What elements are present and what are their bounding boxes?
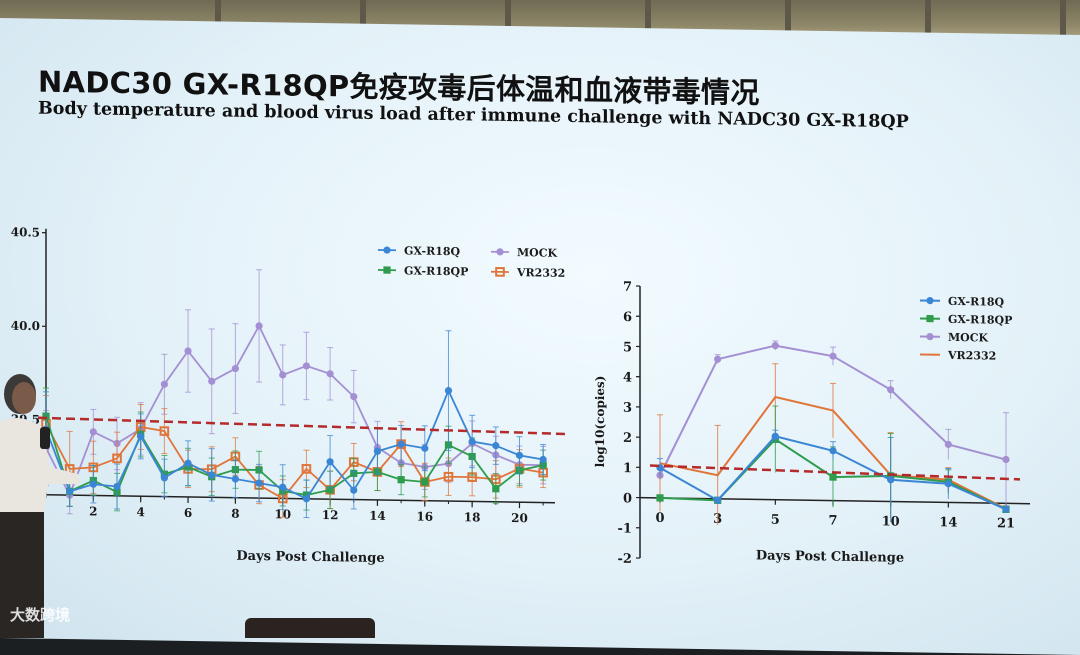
x-tick-label: 0 <box>655 511 664 526</box>
legend-label: VR2332 <box>947 349 996 363</box>
y-tick-label: 1 <box>623 461 632 476</box>
x-axis-title: Days Post Challenge <box>756 548 904 565</box>
y-tick-label: -2 <box>618 552 632 567</box>
x-tick-label: 21 <box>997 516 1015 531</box>
watermark-text: 大数跨境 <box>10 604 70 625</box>
data-point <box>829 447 836 454</box>
projection-screen: NADC30 GX-R18QP免疫攻毒后体温和血液带毒情况 Body tempe… <box>0 18 1080 655</box>
y-tick-label: 6 <box>623 310 632 325</box>
y-tick-label: 5 <box>623 340 632 355</box>
legend-marker <box>926 333 933 340</box>
legend-label: GX-R18QP <box>948 313 1012 327</box>
x-tick-label: 14 <box>939 515 957 530</box>
y-tick-label: 2 <box>623 431 632 446</box>
presenter-figure <box>0 372 80 638</box>
x-tick-label: 7 <box>828 514 837 529</box>
y-tick-label: 4 <box>623 370 632 385</box>
legend-label: GX-R18Q <box>948 295 1005 309</box>
y-axis-title: log10(copies) <box>593 375 607 467</box>
legend-label: MOCK <box>948 331 989 345</box>
y-tick-label: 7 <box>623 280 632 295</box>
x-tick-label: 5 <box>771 513 780 528</box>
data-point <box>1002 456 1009 463</box>
data-point <box>945 441 952 448</box>
data-point <box>714 356 721 363</box>
legend-marker <box>926 297 933 304</box>
y-tick-label: 3 <box>623 401 632 416</box>
data-point <box>772 342 779 349</box>
data-point <box>656 494 663 501</box>
y-tick-label: -1 <box>618 521 632 536</box>
x-axis-line <box>640 498 1030 504</box>
data-point <box>829 473 836 480</box>
laptop-edge <box>245 618 375 638</box>
legend-marker <box>926 315 933 322</box>
y-tick-label: 0 <box>623 491 632 506</box>
data-point <box>829 353 836 360</box>
data-point <box>887 386 894 393</box>
